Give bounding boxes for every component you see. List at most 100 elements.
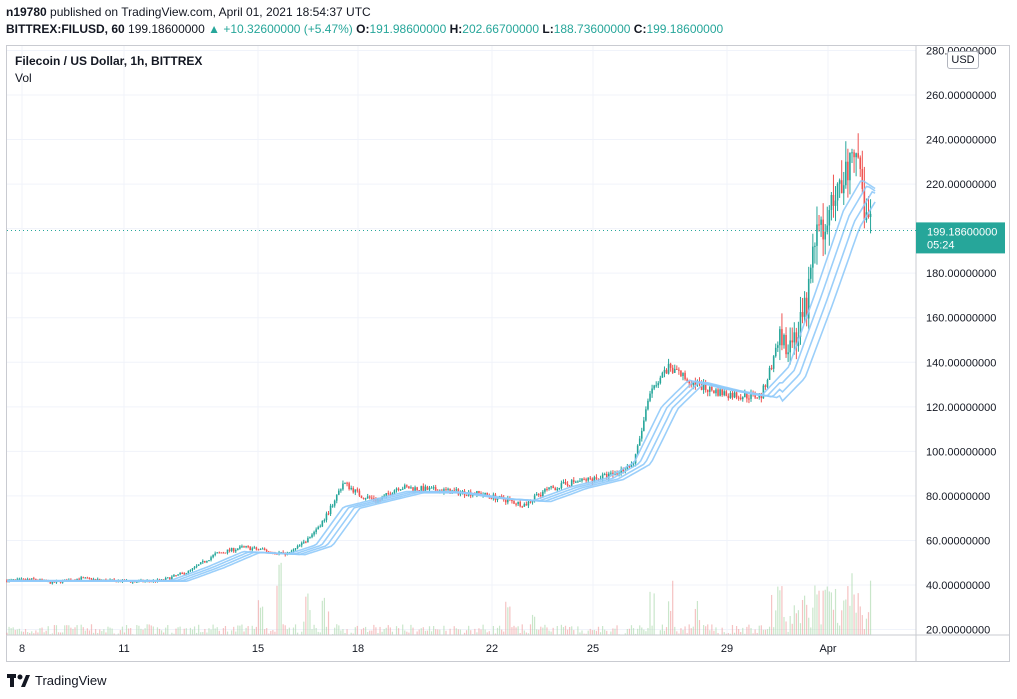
candle-body bbox=[302, 541, 305, 543]
volume-bar bbox=[189, 627, 192, 635]
candle-body bbox=[566, 484, 569, 486]
volume-bar bbox=[311, 629, 313, 635]
volume-bar bbox=[841, 610, 843, 635]
volume-bar bbox=[637, 628, 639, 635]
volume-bar bbox=[385, 627, 387, 635]
candle-body bbox=[294, 548, 297, 550]
volume-bar bbox=[10, 628, 12, 635]
tradingview-logo-icon bbox=[7, 673, 30, 687]
volume-bar bbox=[43, 632, 45, 635]
candle-body bbox=[542, 491, 544, 497]
chart-title: Filecoin / US Dollar, 1h, BITTREX bbox=[15, 54, 202, 68]
x-tick-label: Apr bbox=[819, 643, 836, 655]
volume-bar bbox=[478, 628, 480, 635]
volume-bar bbox=[529, 624, 532, 635]
candle-body bbox=[632, 463, 635, 465]
candle-body bbox=[803, 297, 806, 317]
volume-bar bbox=[315, 627, 317, 635]
candle-body bbox=[608, 473, 610, 478]
volume-bar bbox=[74, 627, 76, 635]
volume-bar bbox=[171, 632, 173, 635]
volume-bar bbox=[410, 624, 412, 635]
candle-body bbox=[189, 569, 192, 571]
x-tick-label: 29 bbox=[721, 643, 733, 655]
volume-bar bbox=[218, 630, 220, 635]
candle-body bbox=[92, 579, 95, 581]
candle-body bbox=[210, 557, 212, 561]
volume-bar bbox=[397, 628, 400, 635]
volume-bar bbox=[301, 631, 303, 635]
candle-body bbox=[199, 562, 202, 565]
candle-body bbox=[292, 549, 295, 552]
candle-body bbox=[206, 561, 208, 563]
candle-body bbox=[88, 577, 91, 579]
tradingview-logo[interactable]: TradingView bbox=[7, 673, 107, 688]
volume-bar bbox=[612, 628, 614, 635]
candle-body bbox=[346, 482, 348, 484]
volume-bar bbox=[443, 625, 445, 635]
candle-body bbox=[527, 501, 530, 506]
volume-bar bbox=[276, 585, 278, 635]
volume-bar bbox=[365, 626, 367, 635]
candle-body bbox=[620, 469, 622, 474]
volume-bar bbox=[711, 624, 713, 635]
volume-bar bbox=[158, 628, 161, 635]
candle-body bbox=[307, 538, 309, 543]
candle-body bbox=[319, 526, 322, 528]
volume-bar bbox=[336, 624, 338, 635]
candle-body bbox=[640, 430, 643, 439]
candle-body bbox=[721, 389, 723, 396]
volume-bar bbox=[22, 631, 25, 635]
volume-bar bbox=[183, 628, 185, 635]
volume-bar bbox=[525, 632, 527, 635]
candle-body bbox=[86, 577, 89, 579]
candle-body bbox=[818, 224, 820, 226]
volume-bar bbox=[303, 621, 305, 635]
axes: 20.00000000 40.00000000 60.00000000 80.0000… bbox=[7, 45, 1010, 661]
currency-button[interactable]: USD bbox=[947, 51, 979, 69]
candle-body bbox=[801, 312, 804, 317]
low-value: 188.73600000 bbox=[553, 22, 631, 36]
volume-bar bbox=[216, 627, 218, 635]
candle-body bbox=[222, 552, 225, 554]
candle-body bbox=[519, 501, 521, 507]
volume-bar bbox=[6, 632, 8, 635]
volume-bar bbox=[412, 627, 414, 635]
candle-body bbox=[828, 209, 831, 226]
volume-bar bbox=[84, 630, 86, 635]
volume-bar bbox=[97, 632, 99, 635]
chart-frame[interactable] bbox=[6, 45, 1010, 662]
candle-body bbox=[552, 486, 554, 489]
volume-bar bbox=[651, 625, 653, 635]
volume-bar bbox=[725, 633, 727, 635]
candle-body bbox=[665, 369, 668, 374]
candle-body bbox=[255, 547, 258, 550]
volume-bar bbox=[789, 616, 791, 635]
candle-body bbox=[824, 231, 827, 240]
volume-bar bbox=[377, 633, 379, 635]
candle-body bbox=[521, 506, 524, 508]
volume-bar bbox=[682, 630, 684, 635]
volume-bar bbox=[507, 607, 509, 635]
candle-body bbox=[410, 487, 412, 489]
volume-bar bbox=[167, 625, 169, 635]
volume-bar bbox=[268, 633, 270, 635]
volume-bar bbox=[670, 610, 672, 635]
volume-bar bbox=[587, 630, 589, 635]
volume-bar bbox=[243, 631, 245, 635]
volume-bar bbox=[482, 624, 484, 635]
candle-body bbox=[414, 487, 416, 491]
candle-body bbox=[772, 356, 775, 369]
candle-body bbox=[333, 500, 336, 506]
candle-body bbox=[643, 420, 645, 431]
candle-body bbox=[177, 574, 179, 576]
candle-body bbox=[622, 469, 625, 472]
volume-bar bbox=[222, 628, 225, 635]
volume-bar bbox=[468, 625, 470, 635]
candle-body bbox=[645, 409, 647, 421]
candle-body bbox=[735, 392, 738, 398]
volume-bar bbox=[439, 629, 441, 635]
candle-body bbox=[515, 503, 517, 505]
candle-body bbox=[181, 573, 183, 575]
